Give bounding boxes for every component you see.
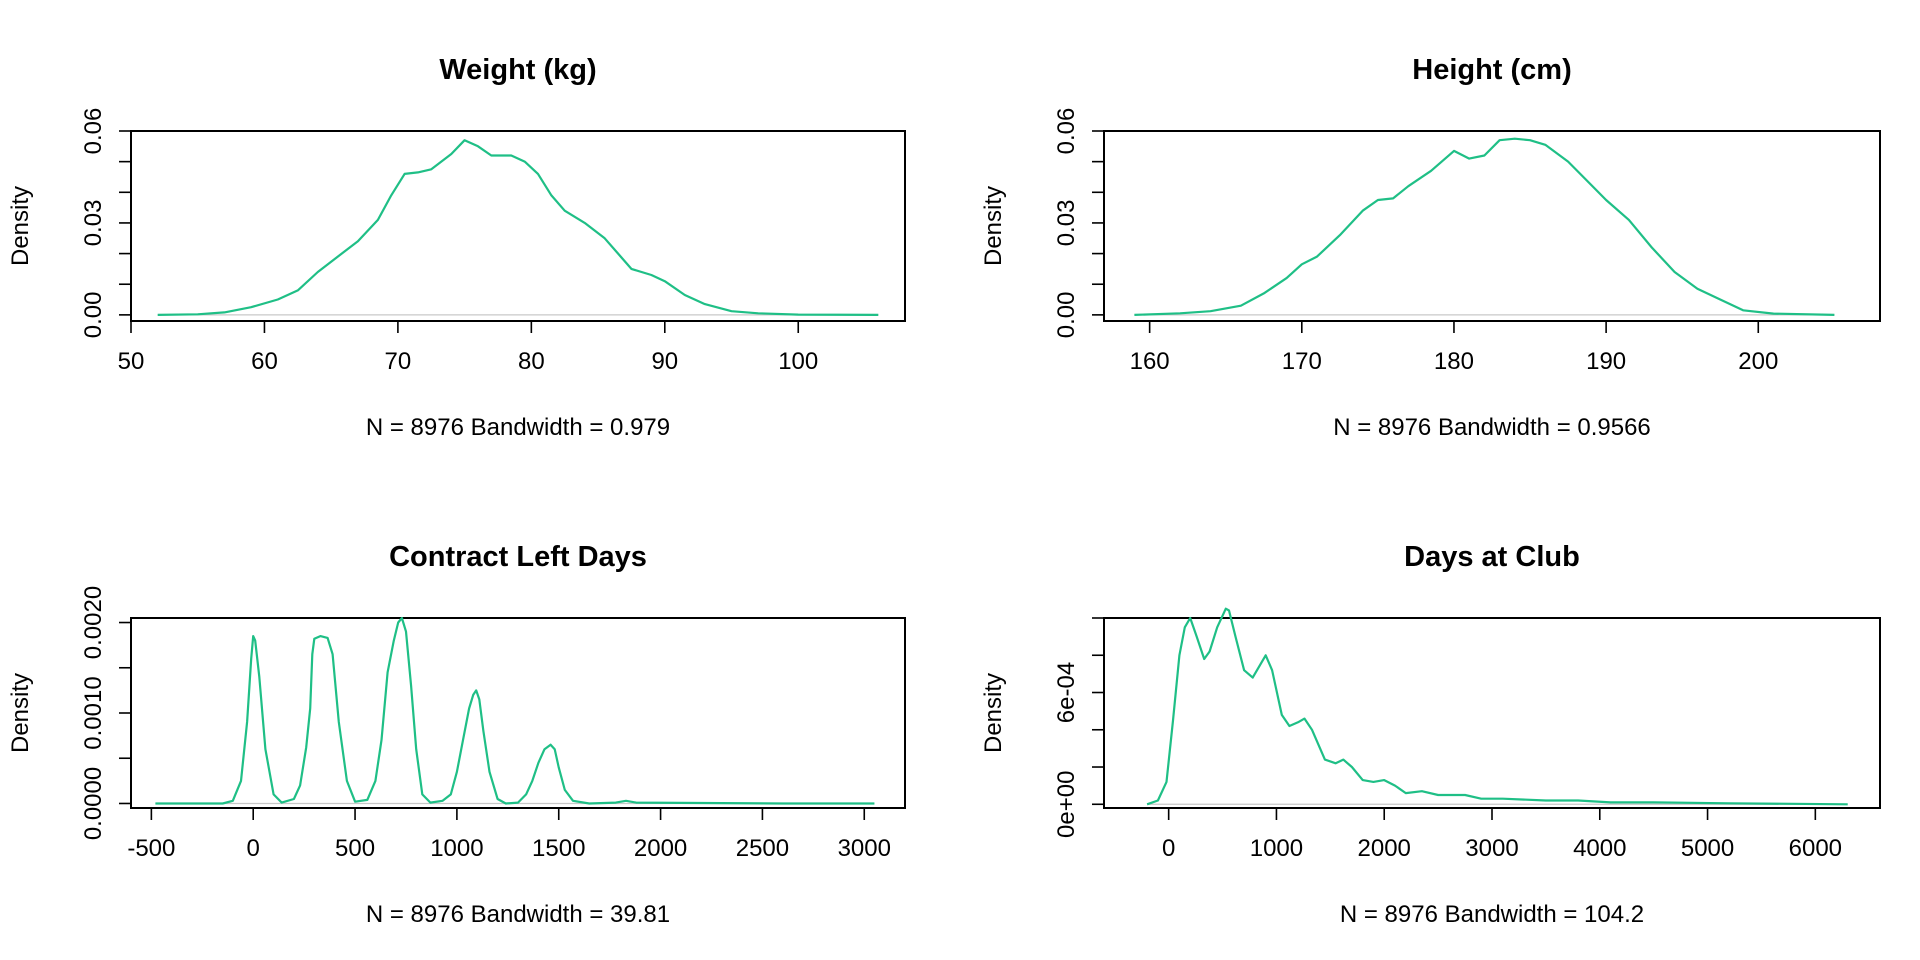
x-axis-label: N = 8976 Bandwidth = 39.81 xyxy=(366,901,670,928)
x-tick-label: 2500 xyxy=(736,835,789,862)
y-tick-label: 0.0020 xyxy=(80,586,107,659)
y-tick-label: 0.00 xyxy=(1053,292,1080,339)
x-tick-label: 1500 xyxy=(532,835,585,862)
y-axis-label: Density xyxy=(980,186,1007,266)
x-tick-label: 70 xyxy=(385,348,412,375)
y-axis-label: Density xyxy=(7,673,34,753)
x-tick-label: 100 xyxy=(778,348,818,375)
density-curve xyxy=(1146,607,1848,806)
y-tick-label: 0e+00 xyxy=(1053,771,1080,838)
x-axis-label: N = 8976 Bandwidth = 0.9566 xyxy=(1333,414,1651,441)
x-tick-label: 4000 xyxy=(1573,835,1626,862)
x-tick-label: -500 xyxy=(127,835,175,862)
y-tick-label: 0.06 xyxy=(1053,108,1080,155)
x-tick-label: 3000 xyxy=(838,835,891,862)
y-tick-label: 0.03 xyxy=(80,200,107,247)
density-curve xyxy=(1134,137,1835,316)
y-axis-label: Density xyxy=(7,186,34,266)
y-tick-label: 0.0010 xyxy=(80,676,107,749)
y-tick-label: 0.00 xyxy=(80,292,107,339)
y-axis-label: Density xyxy=(980,673,1007,753)
x-tick-label: 80 xyxy=(518,348,545,375)
x-tick-label: 1000 xyxy=(1250,835,1303,862)
density-curve xyxy=(155,616,875,805)
x-tick-label: 500 xyxy=(335,835,375,862)
x-tick-label: 160 xyxy=(1130,348,1170,375)
x-tick-label: 170 xyxy=(1282,348,1322,375)
x-tick-label: 50 xyxy=(118,348,145,375)
x-axis-label: N = 8976 Bandwidth = 0.979 xyxy=(366,414,670,441)
x-tick-label: 0 xyxy=(247,835,260,862)
y-tick-label: 0.0000 xyxy=(80,767,107,840)
x-tick-label: 3000 xyxy=(1465,835,1518,862)
x-tick-label: 60 xyxy=(251,348,278,375)
x-tick-label: 180 xyxy=(1434,348,1474,375)
plot-frame xyxy=(1103,130,1881,322)
x-tick-label: 6000 xyxy=(1789,835,1842,862)
density-panel-1: Weight (kg) 50 60 70 80 90 100 0.00 0.03 0.06 Dens… xyxy=(7,54,906,441)
panel-title: Height (cm) xyxy=(1412,54,1572,86)
x-tick-label: 5000 xyxy=(1681,835,1734,862)
x-tick-label: 90 xyxy=(651,348,678,375)
density-curve xyxy=(157,139,879,316)
density-panel-4: Days at Club 0 1000 2000 3000 4000 5000 6000 0e+… xyxy=(980,541,1881,928)
panel-title: Days at Club xyxy=(1404,541,1580,573)
x-tick-label: 190 xyxy=(1586,348,1626,375)
plot-frame xyxy=(1103,617,1881,809)
x-tick-label: 0 xyxy=(1162,835,1175,862)
y-tick-label: 0.03 xyxy=(1053,200,1080,247)
density-panel-3: Contract Left Days -500 0 500 1000 1500 2000 25… xyxy=(7,541,906,928)
panel-title: Weight (kg) xyxy=(439,54,596,86)
x-tick-label: 2000 xyxy=(634,835,687,862)
y-tick-label: 0.06 xyxy=(80,108,107,155)
x-tick-label: 200 xyxy=(1738,348,1778,375)
x-axis-label: N = 8976 Bandwidth = 104.2 xyxy=(1340,901,1644,928)
x-tick-label: 1000 xyxy=(430,835,483,862)
x-tick-label: 2000 xyxy=(1358,835,1411,862)
panel-title: Contract Left Days xyxy=(389,541,647,573)
y-tick-label: 6e-04 xyxy=(1053,662,1080,723)
density-panel-2: Height (cm) 160 170 180 190 200 0.00 0.03 0.06 De… xyxy=(980,54,1881,441)
